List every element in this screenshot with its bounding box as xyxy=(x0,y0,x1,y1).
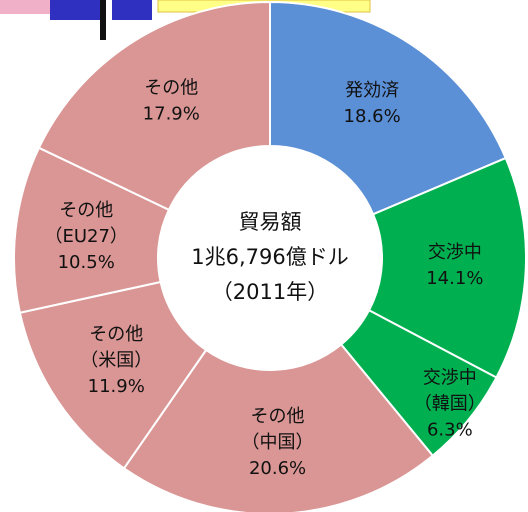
segment-label: その他 xyxy=(144,78,198,99)
decoration xyxy=(100,0,106,40)
donut-segment xyxy=(122,343,435,512)
decoration xyxy=(112,0,152,20)
donut-segment xyxy=(37,0,271,212)
donut-segment xyxy=(269,0,508,216)
value-label: 6.3% xyxy=(427,420,473,441)
value-label: 17.9% xyxy=(143,104,200,125)
value-label: 20.6% xyxy=(249,458,306,479)
decoration xyxy=(0,0,50,14)
segment-label: その他（米国） xyxy=(80,324,152,371)
decoration xyxy=(50,0,100,20)
segment-label: その他（中国） xyxy=(242,406,314,453)
donut-segment xyxy=(367,156,527,379)
value-label: 18.6% xyxy=(344,106,401,127)
segment-label: 交渉中（韓国） xyxy=(414,368,486,415)
center-text: 1兆6,796億ドル xyxy=(191,245,348,269)
value-label: 11.9% xyxy=(88,376,145,397)
segment-label: 発効済 xyxy=(345,80,399,101)
donut-segment xyxy=(18,280,208,470)
center-text: 貿易額 xyxy=(239,210,302,234)
segment-label: その他（EU27） xyxy=(44,200,127,247)
value-label: 14.1% xyxy=(426,268,483,289)
segment-label: 交渉中 xyxy=(428,242,482,263)
center-text: （2011年） xyxy=(212,280,328,304)
value-label: 10.5% xyxy=(58,252,115,273)
